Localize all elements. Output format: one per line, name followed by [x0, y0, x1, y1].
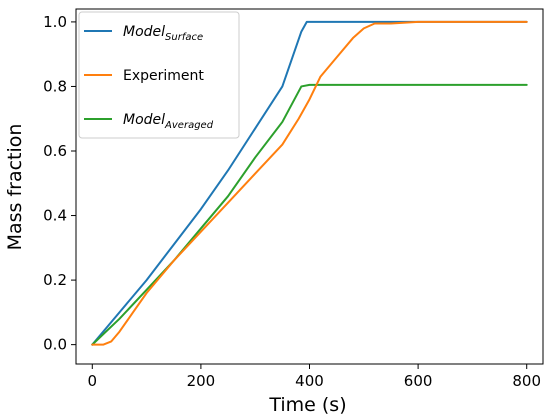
- x-axis-label: Time (s): [268, 394, 346, 416]
- x-tick-label: 0: [88, 372, 98, 390]
- legend-label-model-surface: ModelSurface: [123, 24, 203, 43]
- x-tick-label: 400: [295, 372, 324, 390]
- y-tick-label: 0.4: [43, 207, 67, 225]
- x-tick-label: 200: [187, 372, 216, 390]
- y-tick-label: 0.6: [43, 142, 67, 160]
- legend: ModelSurface Experiment ModelAveraged: [78, 11, 240, 139]
- legend-label-model-averaged: ModelAveraged: [123, 112, 214, 131]
- series-line-experiment: [91, 20, 528, 346]
- y-axis-label: Mass fraction: [4, 124, 26, 251]
- y-tick-label: 0.8: [43, 77, 67, 95]
- legend-label-experiment: Experiment: [123, 68, 204, 84]
- series-line-model-averaged: [91, 83, 528, 346]
- y-tick-label: 0.0: [43, 336, 67, 354]
- ticks-layer: 0 200 400 600 800 0.0 0.2 0.4 0.6 0.8 1.0: [43, 13, 541, 390]
- x-tick-label: 800: [512, 372, 541, 390]
- series-layer: [91, 20, 528, 346]
- x-tick-label: 600: [404, 372, 433, 390]
- y-tick-label: 1.0: [43, 13, 67, 31]
- y-tick-label: 0.2: [43, 271, 67, 289]
- legend-box: [78, 11, 240, 139]
